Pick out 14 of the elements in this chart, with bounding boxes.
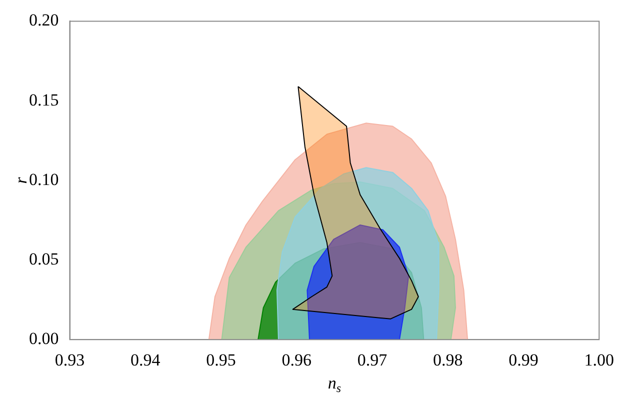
x-tick-label: 0.99 — [508, 350, 538, 370]
y-tick-label: 0.20 — [29, 10, 59, 30]
y-tick-label: 0.10 — [29, 170, 59, 189]
x-tick-label: 0.97 — [357, 350, 388, 370]
x-tick-label: 0.95 — [206, 350, 236, 370]
x-tick-label: 0.98 — [433, 350, 463, 370]
x-tick-label: 1.00 — [584, 350, 614, 370]
y-tick-label: 0.05 — [29, 249, 59, 268]
x-tick-label: 0.96 — [282, 350, 312, 370]
y-axis-title: r — [11, 176, 30, 184]
x-tick-label: 0.93 — [54, 350, 85, 370]
y-tick-label: 0.00 — [29, 329, 59, 348]
x-tick-label: 0.94 — [130, 350, 161, 370]
y-tick-label: 0.15 — [29, 90, 59, 110]
